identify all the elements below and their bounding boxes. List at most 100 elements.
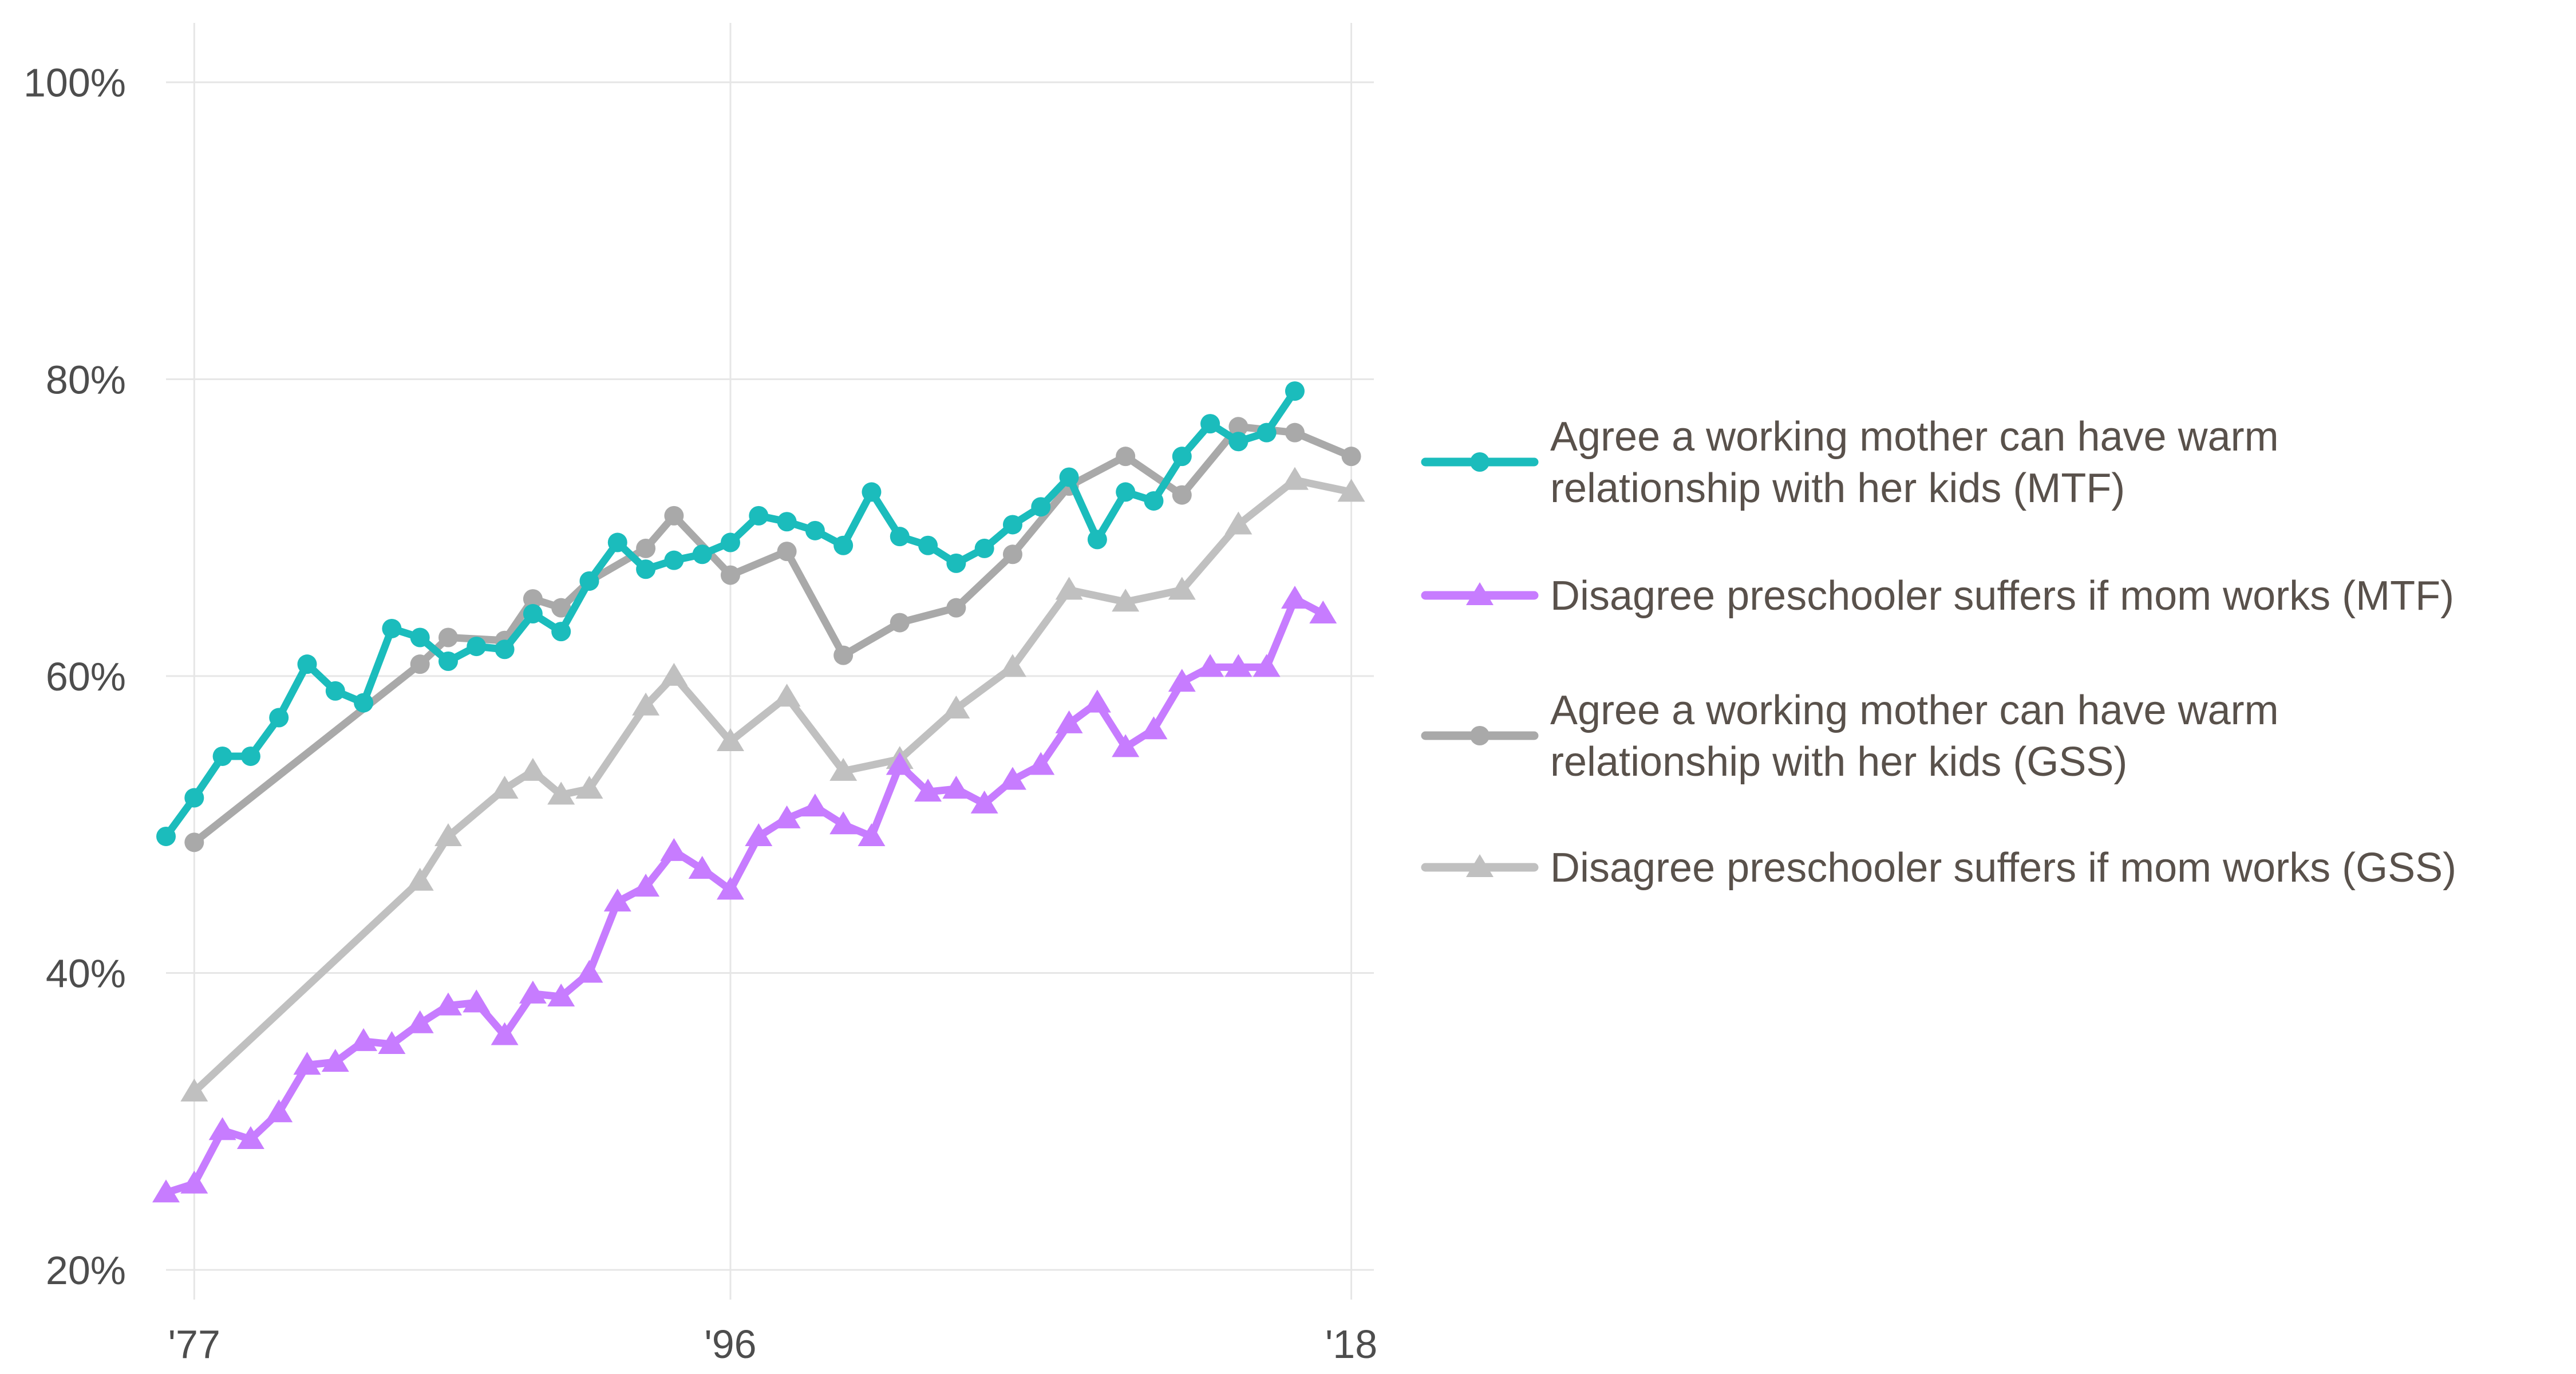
x-tick-label: '18 bbox=[1325, 1322, 1377, 1367]
data-point bbox=[382, 618, 402, 638]
data-point bbox=[1224, 654, 1253, 677]
data-point bbox=[1055, 710, 1083, 733]
data-point bbox=[660, 662, 688, 686]
data-point bbox=[946, 598, 966, 618]
legend-label: relationship with her kids (MTF) bbox=[1550, 465, 2125, 511]
data-point bbox=[406, 1010, 434, 1033]
data-point bbox=[829, 757, 858, 781]
data-point bbox=[914, 779, 942, 802]
data-point bbox=[156, 826, 176, 846]
series-line bbox=[190, 476, 1356, 1096]
data-point bbox=[632, 692, 660, 716]
data-point bbox=[664, 550, 684, 570]
legend-entry-0: Agree a working mother can have warm rela… bbox=[1421, 414, 2279, 511]
data-point bbox=[720, 532, 740, 552]
series-0 bbox=[156, 381, 1305, 846]
data-point bbox=[208, 1117, 236, 1140]
data-point bbox=[434, 992, 462, 1016]
x-tick-label: '96 bbox=[704, 1322, 756, 1367]
data-point bbox=[1112, 589, 1140, 612]
data-point bbox=[946, 553, 966, 573]
data-point bbox=[716, 876, 744, 900]
x-axis-ticks: '77 '96 '18 bbox=[168, 1322, 1377, 1367]
data-point bbox=[1002, 544, 1022, 564]
data-point bbox=[321, 1049, 349, 1072]
data-point bbox=[833, 535, 854, 555]
legend-label: Agree a working mother can have warm bbox=[1550, 414, 2279, 460]
data-point bbox=[236, 1126, 264, 1149]
data-point bbox=[1168, 577, 1196, 600]
data-point bbox=[438, 627, 458, 647]
data-point bbox=[749, 506, 769, 526]
data-point bbox=[378, 1031, 406, 1054]
legend-label: Disagree preschooler suffers if mom work… bbox=[1550, 573, 2454, 619]
y-tick-label: 80% bbox=[46, 357, 126, 402]
data-point bbox=[463, 989, 491, 1013]
data-point bbox=[833, 645, 854, 665]
y-tick-label: 20% bbox=[46, 1248, 126, 1293]
data-point bbox=[1281, 467, 1309, 490]
data-point bbox=[862, 482, 882, 502]
data-point bbox=[1002, 515, 1022, 535]
series-layer bbox=[152, 381, 1365, 1203]
legend-label: Disagree preschooler suffers if mom work… bbox=[1550, 845, 2456, 891]
data-point bbox=[269, 708, 289, 728]
data-point bbox=[410, 654, 430, 674]
data-point bbox=[467, 637, 487, 657]
data-point bbox=[1281, 586, 1309, 609]
y-tick-label: 60% bbox=[46, 654, 126, 699]
data-point bbox=[1285, 381, 1305, 401]
data-point bbox=[184, 832, 204, 852]
data-point bbox=[434, 823, 462, 846]
data-point bbox=[1200, 414, 1220, 434]
data-point bbox=[547, 984, 575, 1007]
data-point bbox=[406, 867, 434, 891]
data-point bbox=[1031, 497, 1051, 517]
legend-swatch-marker bbox=[1470, 726, 1490, 745]
data-point bbox=[1228, 432, 1249, 452]
data-point bbox=[1257, 423, 1277, 443]
data-point bbox=[152, 1179, 180, 1203]
data-point bbox=[495, 639, 515, 660]
data-point bbox=[297, 654, 317, 674]
data-point bbox=[974, 538, 994, 558]
data-point bbox=[773, 684, 801, 707]
data-point bbox=[579, 571, 599, 591]
data-point bbox=[1224, 511, 1253, 535]
data-point bbox=[890, 613, 910, 633]
data-point bbox=[551, 622, 571, 642]
data-point bbox=[942, 695, 970, 718]
gridlines bbox=[166, 23, 1374, 1300]
data-point bbox=[519, 757, 547, 781]
data-point bbox=[890, 527, 910, 547]
data-point bbox=[325, 681, 345, 701]
data-point bbox=[180, 1078, 208, 1101]
data-point bbox=[180, 1170, 208, 1194]
legend-label: Agree a working mother can have warm bbox=[1550, 688, 2279, 733]
data-point bbox=[1083, 689, 1111, 713]
data-point bbox=[1144, 491, 1164, 511]
data-point bbox=[805, 520, 825, 540]
data-point bbox=[1253, 654, 1281, 677]
data-point bbox=[1055, 577, 1083, 600]
legend-entry-3: Disagree preschooler suffers if mom work… bbox=[1421, 845, 2456, 891]
data-point bbox=[1116, 482, 1136, 502]
data-point bbox=[858, 823, 886, 846]
data-point bbox=[575, 776, 603, 799]
y-tick-label: 100% bbox=[23, 61, 126, 105]
data-point bbox=[688, 856, 716, 879]
data-point bbox=[354, 693, 374, 713]
data-point bbox=[918, 535, 938, 555]
data-point bbox=[660, 838, 688, 861]
data-point bbox=[1337, 479, 1365, 502]
data-point bbox=[603, 889, 631, 912]
data-point bbox=[184, 788, 204, 808]
legend-label: relationship with her kids (GSS) bbox=[1550, 739, 2127, 785]
data-point bbox=[777, 542, 797, 562]
data-point bbox=[1168, 669, 1196, 692]
data-point bbox=[664, 506, 684, 526]
data-point bbox=[350, 1028, 378, 1051]
data-point bbox=[970, 790, 998, 814]
data-point bbox=[491, 776, 519, 799]
